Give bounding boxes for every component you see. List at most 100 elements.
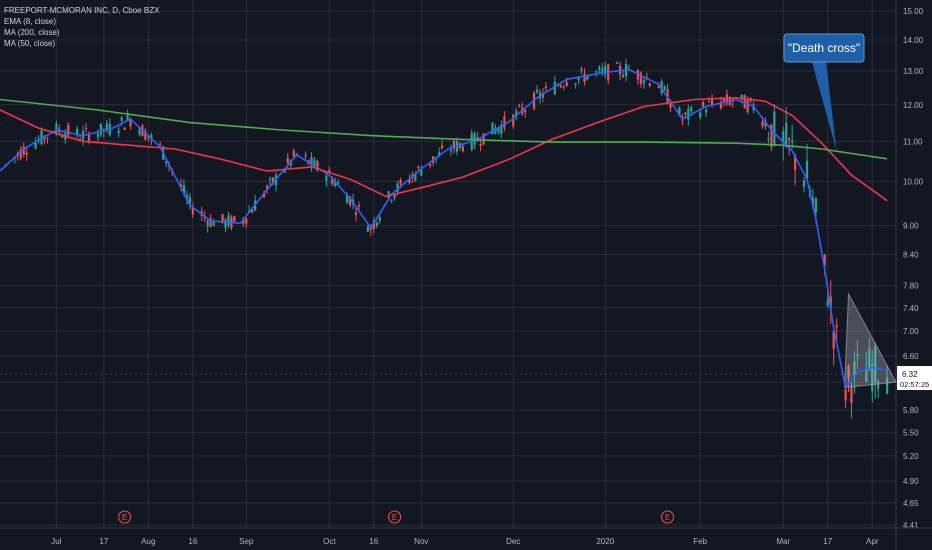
annotation-pointer bbox=[812, 62, 837, 151]
legend-ma50: MA (50, close) bbox=[4, 39, 56, 48]
candle-body bbox=[826, 299, 829, 306]
candle-body bbox=[179, 184, 183, 187]
candle-body bbox=[325, 175, 328, 181]
candle-body bbox=[414, 173, 417, 181]
candle-body bbox=[482, 133, 485, 145]
candle-body bbox=[642, 80, 645, 84]
candle-body bbox=[761, 121, 764, 126]
candle-body bbox=[871, 363, 874, 392]
y-tick-label: 6.60 bbox=[903, 352, 919, 361]
candle-body bbox=[814, 198, 817, 212]
candle-body bbox=[429, 163, 432, 166]
candle-body bbox=[334, 181, 337, 186]
candle-body bbox=[265, 185, 269, 190]
candle-body bbox=[853, 361, 856, 377]
candle-body bbox=[390, 200, 393, 202]
candle-body bbox=[221, 214, 224, 222]
candle-body bbox=[437, 152, 441, 157]
candle-body bbox=[84, 127, 88, 129]
candle-body bbox=[515, 111, 518, 116]
candle-body bbox=[690, 107, 693, 112]
candle-body bbox=[805, 160, 809, 179]
candle-body bbox=[55, 123, 58, 135]
candle-body bbox=[378, 217, 381, 221]
candle-body bbox=[375, 222, 378, 227]
candle-body bbox=[832, 331, 835, 349]
candle-body bbox=[621, 75, 625, 78]
candle-body bbox=[705, 109, 708, 113]
candle-body bbox=[105, 123, 108, 131]
candle-body bbox=[138, 129, 141, 135]
legend-title: FREEPORT-MCMORAN INC, D, Cboe BZX bbox=[4, 6, 160, 15]
x-tick-label: Feb bbox=[693, 537, 707, 546]
candle-body bbox=[710, 99, 714, 106]
candle-body bbox=[835, 325, 838, 328]
candle-body bbox=[251, 209, 254, 213]
y-tick-label: 4.65 bbox=[903, 499, 919, 508]
candle-body bbox=[165, 161, 168, 164]
candle-body bbox=[331, 178, 334, 185]
candle-body bbox=[657, 85, 660, 89]
candle-body bbox=[541, 93, 545, 98]
earnings-marker-icon[interactable] bbox=[388, 510, 402, 524]
y-tick-label: 4.41 bbox=[903, 521, 919, 530]
y-tick-label: 5.20 bbox=[903, 452, 919, 461]
triangle-pattern-shape bbox=[844, 291, 897, 389]
candle-body bbox=[313, 159, 316, 167]
candle-body bbox=[719, 101, 723, 109]
legend-ma200: MA (200, close) bbox=[4, 28, 60, 37]
candle-body bbox=[598, 67, 601, 70]
earnings-marker-icon[interactable] bbox=[118, 510, 132, 524]
y-tick-label: 8.40 bbox=[903, 251, 919, 260]
candle-body bbox=[337, 182, 340, 184]
candle-body bbox=[785, 122, 788, 146]
candle-body bbox=[34, 142, 37, 149]
candle-body bbox=[479, 143, 482, 146]
candle-body bbox=[773, 111, 776, 144]
candle-body bbox=[524, 109, 527, 113]
candle-body bbox=[707, 101, 711, 103]
candle-body bbox=[67, 124, 70, 136]
candle-body bbox=[396, 183, 399, 193]
candle-body bbox=[286, 158, 289, 164]
candle-body bbox=[850, 386, 853, 403]
price-badge bbox=[897, 366, 932, 391]
candle-body bbox=[604, 66, 607, 75]
candle-body bbox=[583, 73, 586, 83]
candle-body bbox=[182, 185, 186, 194]
candle-body bbox=[500, 124, 503, 134]
candle-body bbox=[79, 138, 82, 140]
candle-body bbox=[702, 102, 705, 107]
candle-body bbox=[885, 377, 889, 394]
candle-body bbox=[491, 122, 494, 135]
candle-body bbox=[316, 161, 319, 171]
candle-body bbox=[764, 121, 767, 127]
candle-body bbox=[669, 102, 672, 108]
candle-body bbox=[687, 108, 690, 120]
candle-body bbox=[212, 220, 215, 227]
x-tick-label: 16 bbox=[369, 537, 378, 546]
x-tick-label: 17 bbox=[823, 537, 832, 546]
candle-body bbox=[19, 149, 22, 159]
candle-body bbox=[366, 226, 369, 232]
price-badge-countdown: 02:57:25 bbox=[900, 380, 929, 389]
y-tick-label: 5.80 bbox=[903, 406, 919, 415]
x-tick-label: Aug bbox=[141, 537, 155, 546]
earnings-marker-icon[interactable] bbox=[661, 510, 675, 524]
candle-body bbox=[802, 180, 806, 187]
y-tick-label: 14.00 bbox=[903, 36, 924, 45]
candle-body bbox=[660, 81, 663, 94]
candle-body bbox=[233, 216, 236, 222]
candle-body bbox=[678, 107, 681, 116]
candle-body bbox=[874, 346, 877, 383]
x-tick-label: Apr bbox=[866, 537, 879, 546]
x-tick-label: Dec bbox=[506, 537, 520, 546]
candle-body bbox=[553, 81, 556, 95]
candle-body bbox=[829, 296, 832, 309]
candle-body bbox=[791, 140, 794, 143]
candle-body bbox=[559, 85, 562, 88]
candle-body bbox=[794, 155, 797, 170]
candle-body bbox=[494, 128, 497, 134]
